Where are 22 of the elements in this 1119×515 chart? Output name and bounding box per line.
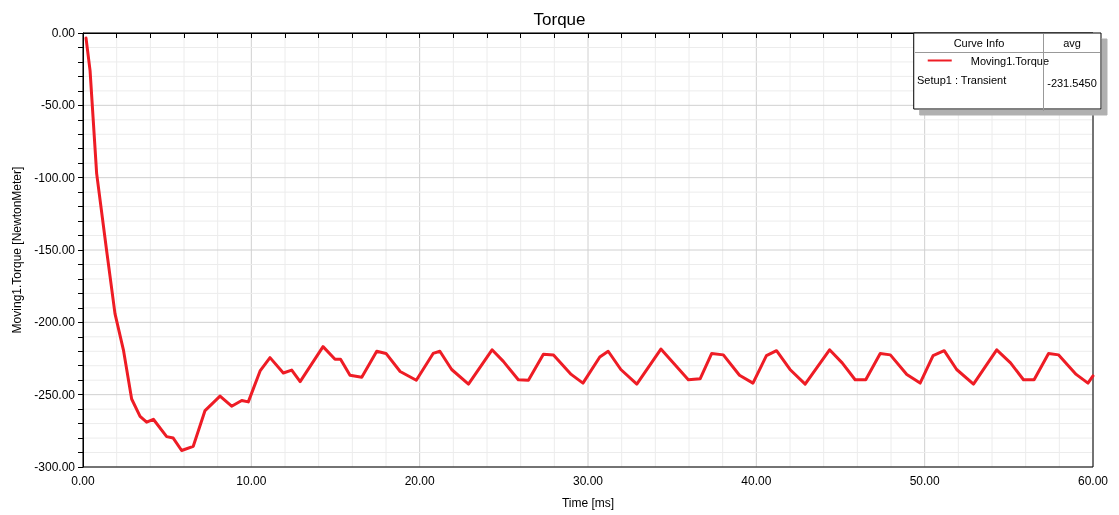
annotation: Setup1 : Transient xyxy=(917,74,1008,86)
x-tick-label: 60.00 xyxy=(1077,474,1109,488)
x-tick-label: 40.00 xyxy=(741,474,772,488)
x-tick-label: 20.00 xyxy=(404,474,436,488)
x-tick-label: 50.00 xyxy=(909,474,941,488)
y-tick-label: -150.00 xyxy=(34,243,76,257)
x-axis-title: Time [ms] xyxy=(561,496,615,510)
y-tick-label: -50.00 xyxy=(40,98,76,113)
y-tick-label: -100.00 xyxy=(34,170,76,185)
legend-label: Moving1.Torque xyxy=(970,54,1050,67)
annotation: -231.5450 xyxy=(1047,77,1097,89)
x-tick-label: 0.00 xyxy=(71,474,95,488)
x-tick-label: 10.00 xyxy=(236,474,267,488)
y-tick-label: -300.00 xyxy=(34,460,76,474)
x-tick-label: 30.00 xyxy=(572,474,604,488)
chart-title: Torque xyxy=(533,10,586,29)
y-tick-label: -200.00 xyxy=(34,315,76,330)
y-tick-label: 0.00 xyxy=(51,26,76,40)
y-axis-title: Moving1.Torque [NewtonMeter] xyxy=(10,166,25,334)
y-tick-label: -250.00 xyxy=(34,387,76,402)
legend-title: Curve Info xyxy=(915,34,1044,52)
annotation: avg xyxy=(1062,36,1082,51)
